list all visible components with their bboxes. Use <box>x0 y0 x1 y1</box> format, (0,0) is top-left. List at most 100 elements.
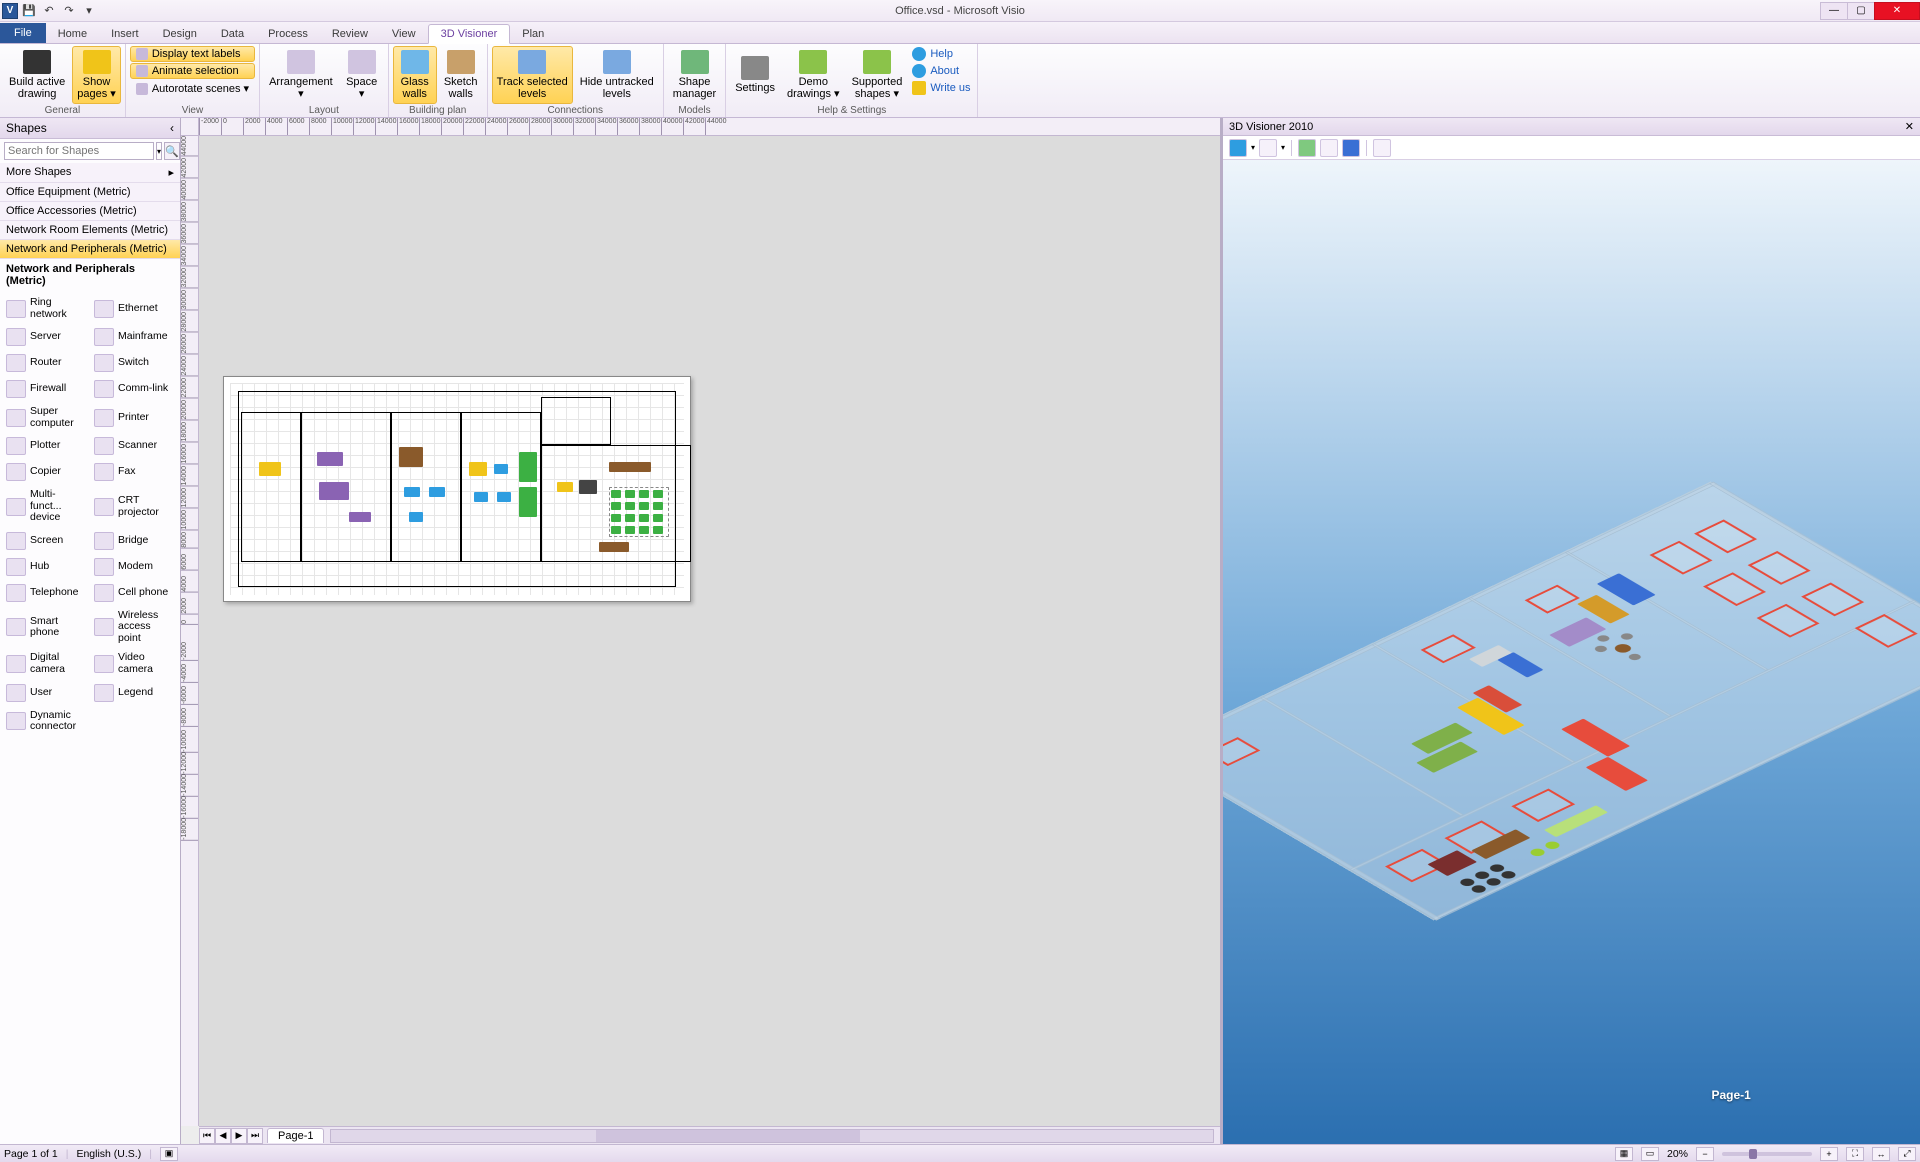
shape-item[interactable]: CRT projector <box>90 485 178 528</box>
shape-item[interactable]: Mainframe <box>90 324 178 350</box>
maximize-button[interactable]: ▢ <box>1847 2 1875 20</box>
furniture-shape[interactable] <box>653 514 663 522</box>
furniture-shape[interactable] <box>409 512 423 522</box>
supported-shapes-button[interactable]: Supportedshapes ▾ <box>847 46 908 104</box>
furniture-shape[interactable] <box>625 526 635 534</box>
close-panel-icon[interactable]: ✕ <box>1905 120 1914 133</box>
tool-a-icon[interactable] <box>1298 139 1316 157</box>
build-active-drawing-button[interactable]: Build activedrawing <box>4 46 70 104</box>
tab-home[interactable]: Home <box>46 25 99 43</box>
room[interactable] <box>541 397 611 445</box>
tab-process[interactable]: Process <box>256 25 320 43</box>
furniture-shape[interactable] <box>609 462 651 472</box>
hide-untracked-levels-button[interactable]: Hide untrackedlevels <box>575 46 659 104</box>
shape-item[interactable]: Super computer <box>2 402 90 433</box>
furniture-shape[interactable] <box>349 512 371 522</box>
shape-item[interactable]: Telephone <box>2 580 90 606</box>
language-indicator[interactable]: English (U.S.) <box>76 1148 141 1160</box>
stencil-category[interactable]: Office Equipment (Metric) <box>0 183 180 202</box>
fit-page-icon[interactable]: ⛶ <box>1846 1147 1864 1161</box>
search-dropdown-icon[interactable]: ▾ <box>156 142 162 160</box>
undo-icon[interactable]: ↶ <box>40 2 58 20</box>
furniture-shape[interactable] <box>653 490 663 498</box>
tab-plan[interactable]: Plan <box>510 25 556 43</box>
view-mode-a-icon[interactable]: ▦ <box>1615 1147 1633 1161</box>
save-3d-icon[interactable] <box>1229 139 1247 157</box>
first-page-button[interactable]: ⏮ <box>199 1128 215 1144</box>
more-shapes[interactable]: More Shapes▸ <box>0 163 180 183</box>
tab-3d-visioner[interactable]: 3D Visioner <box>428 24 511 44</box>
shape-item[interactable]: Ethernet <box>90 293 178 324</box>
autorotate-scenes-button[interactable]: Autorotate scenes ▾ <box>130 80 255 97</box>
shape-item[interactable]: Cell phone <box>90 580 178 606</box>
demo-drawings-button[interactable]: Demodrawings ▾ <box>782 46 845 104</box>
zoom-in-button[interactable]: + <box>1820 1147 1838 1161</box>
settings-button[interactable]: Settings <box>730 46 780 104</box>
canvas-viewport[interactable] <box>199 136 1220 1126</box>
furniture-shape[interactable] <box>625 502 635 510</box>
tool-c-icon[interactable] <box>1373 139 1391 157</box>
dd[interactable]: ▾ <box>1281 143 1285 152</box>
close-button[interactable]: ✕ <box>1874 2 1920 20</box>
shape-item[interactable]: Fax <box>90 459 178 485</box>
minimize-button[interactable]: — <box>1820 2 1848 20</box>
furniture-shape[interactable] <box>639 490 649 498</box>
shape-item[interactable]: Video camera <box>90 648 178 679</box>
search-go-icon[interactable]: 🔍 <box>164 142 180 160</box>
horizontal-scrollbar[interactable] <box>330 1129 1214 1143</box>
space-button[interactable]: Space▾ <box>340 46 384 104</box>
shape-item[interactable]: Dynamic connector <box>2 706 90 737</box>
shape-item[interactable]: Switch <box>90 350 178 376</box>
furniture-shape[interactable] <box>599 542 629 552</box>
shape-item[interactable]: Copier <box>2 459 90 485</box>
shape-item[interactable]: Scanner <box>90 433 178 459</box>
shape-item[interactable]: Digital camera <box>2 648 90 679</box>
3d-viewport[interactable]: Page-1 <box>1223 160 1920 1144</box>
view-mode-b-icon[interactable]: ▭ <box>1641 1147 1659 1161</box>
display-text-labels-button[interactable]: Display text labels <box>130 46 255 62</box>
furniture-shape[interactable] <box>494 464 508 474</box>
sketch-walls-button[interactable]: Sketchwalls <box>439 46 483 104</box>
furniture-shape[interactable] <box>625 514 635 522</box>
redo-icon[interactable]: ↷ <box>60 2 78 20</box>
tab-data[interactable]: Data <box>209 25 256 43</box>
furniture-shape[interactable] <box>611 526 621 534</box>
furniture-shape[interactable] <box>639 514 649 522</box>
furniture-shape[interactable] <box>497 492 511 502</box>
furniture-shape[interactable] <box>519 452 537 482</box>
search-input[interactable] <box>4 142 154 160</box>
stencil-category[interactable]: Network Room Elements (Metric) <box>0 221 180 240</box>
last-page-button[interactable]: ⏭ <box>247 1128 263 1144</box>
shape-item[interactable]: Hub <box>2 554 90 580</box>
furniture-shape[interactable] <box>519 487 537 517</box>
furniture-shape[interactable] <box>399 447 423 467</box>
shape-item[interactable]: Screen <box>2 528 90 554</box>
tab-file[interactable]: File <box>0 23 46 43</box>
full-screen-icon[interactable]: ⤢ <box>1898 1147 1916 1161</box>
shape-item[interactable]: Printer <box>90 402 178 433</box>
shape-item[interactable]: Bridge <box>90 528 178 554</box>
stencil-category[interactable]: Office Accessories (Metric) <box>0 202 180 221</box>
arrangement-button[interactable]: Arrangement▾ <box>264 46 338 104</box>
furniture-shape[interactable] <box>429 487 445 497</box>
fit-width-icon[interactable]: ↔ <box>1872 1147 1890 1161</box>
shape-item[interactable]: Legend <box>90 680 178 706</box>
tab-insert[interactable]: Insert <box>99 25 151 43</box>
furniture-shape[interactable] <box>639 526 649 534</box>
show-pages-button[interactable]: Showpages ▾ <box>72 46 121 104</box>
expand-icon[interactable] <box>1342 139 1360 157</box>
furniture-shape[interactable] <box>317 452 343 466</box>
stencil-category[interactable]: Network and Peripherals (Metric) <box>0 240 180 259</box>
zoom-slider[interactable] <box>1722 1152 1812 1156</box>
glass-walls-button[interactable]: Glasswalls <box>393 46 437 104</box>
dd[interactable]: ▾ <box>1251 143 1255 152</box>
track-selected-levels-button[interactable]: Track selectedlevels <box>492 46 573 104</box>
shape-item[interactable]: User <box>2 680 90 706</box>
furniture-shape[interactable] <box>611 514 621 522</box>
furniture-shape[interactable] <box>611 502 621 510</box>
tool-b-icon[interactable] <box>1320 139 1338 157</box>
furniture-shape[interactable] <box>557 482 573 492</box>
shape-item[interactable]: Server <box>2 324 90 350</box>
tab-review[interactable]: Review <box>320 25 380 43</box>
shape-item[interactable]: Router <box>2 350 90 376</box>
